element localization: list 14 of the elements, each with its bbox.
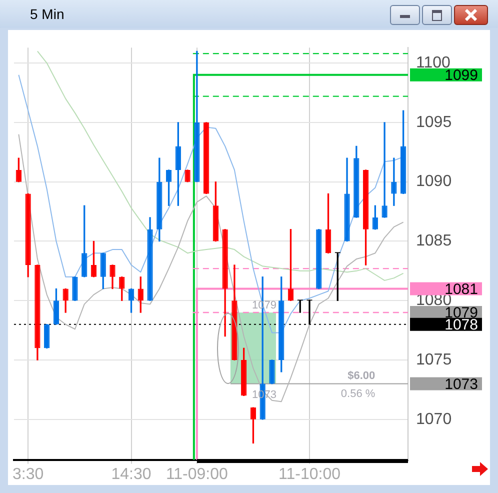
chart-title: 5 Min: [30, 6, 64, 22]
y-tick-label: 1075: [416, 351, 452, 368]
annotation: $6.00: [348, 370, 376, 382]
y-tick-label: 1090: [416, 173, 452, 190]
ref-line-label: 1099: [444, 67, 478, 84]
y-tick-label: 1095: [416, 114, 452, 131]
ref-line-label: 1073: [444, 376, 478, 393]
x-tick-label: 11-09:00: [166, 466, 228, 483]
annotation: 0.56 %: [340, 388, 376, 400]
x-tick-label: 3:30: [12, 466, 44, 483]
x-tick-label: 11-10:00: [278, 466, 341, 483]
y-tick-label: 1085: [416, 232, 452, 250]
x-tick-label: 14:30: [111, 466, 152, 483]
y-tick-label: 1070: [416, 410, 452, 428]
